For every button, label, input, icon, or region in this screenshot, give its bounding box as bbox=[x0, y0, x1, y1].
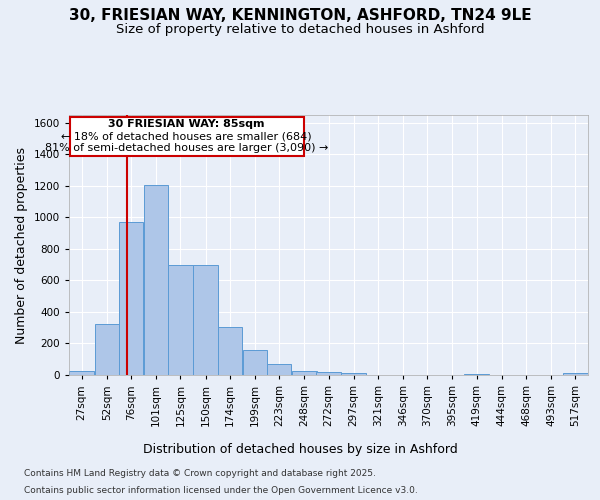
Bar bbox=[168, 264, 193, 375]
Bar bbox=[119, 222, 143, 375]
Text: ← 18% of detached houses are smaller (684): ← 18% of detached houses are smaller (68… bbox=[61, 132, 312, 141]
Bar bbox=[316, 372, 341, 375]
Bar bbox=[70, 116, 304, 156]
Text: Size of property relative to detached houses in Ashford: Size of property relative to detached ho… bbox=[116, 22, 484, 36]
Bar bbox=[193, 264, 218, 375]
Bar bbox=[563, 374, 587, 375]
Bar bbox=[243, 350, 267, 375]
Text: Contains public sector information licensed under the Open Government Licence v3: Contains public sector information licen… bbox=[24, 486, 418, 495]
Bar bbox=[341, 372, 366, 375]
Bar bbox=[267, 364, 292, 375]
Bar bbox=[218, 327, 242, 375]
Text: 30 FRIESIAN WAY: 85sqm: 30 FRIESIAN WAY: 85sqm bbox=[109, 120, 265, 130]
Bar bbox=[292, 371, 317, 375]
Text: 81% of semi-detached houses are larger (3,090) →: 81% of semi-detached houses are larger (… bbox=[45, 143, 328, 153]
Text: Distribution of detached houses by size in Ashford: Distribution of detached houses by size … bbox=[143, 442, 457, 456]
Text: 30, FRIESIAN WAY, KENNINGTON, ASHFORD, TN24 9LE: 30, FRIESIAN WAY, KENNINGTON, ASHFORD, T… bbox=[68, 8, 532, 22]
Bar bbox=[70, 371, 94, 375]
Bar bbox=[95, 324, 119, 375]
Text: Contains HM Land Registry data © Crown copyright and database right 2025.: Contains HM Land Registry data © Crown c… bbox=[24, 468, 376, 477]
Bar bbox=[464, 374, 489, 375]
Y-axis label: Number of detached properties: Number of detached properties bbox=[15, 146, 28, 344]
Bar bbox=[144, 185, 169, 375]
